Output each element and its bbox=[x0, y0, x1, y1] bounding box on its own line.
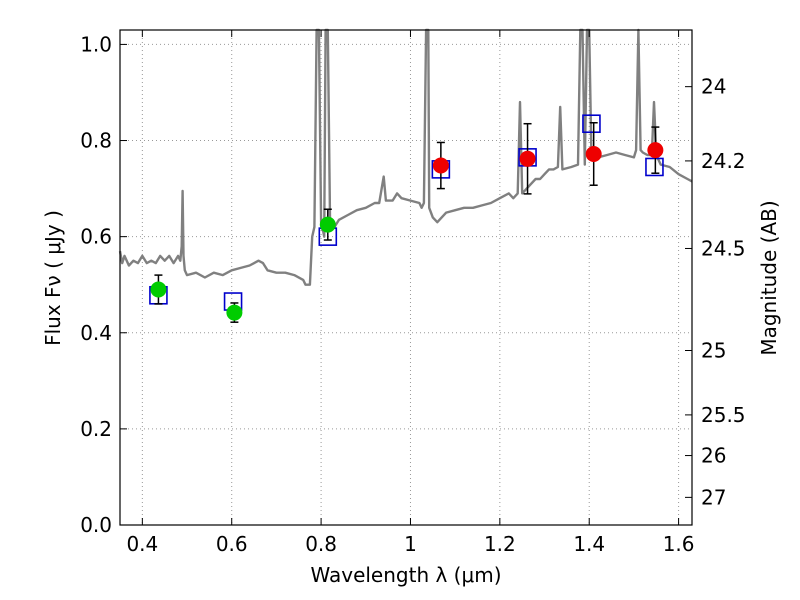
y-axis-label: Flux Fν ( μJy ) bbox=[41, 210, 65, 346]
right-axis-label: Magnitude (AB) bbox=[757, 200, 781, 355]
x-tick-label: 0.8 bbox=[305, 532, 337, 556]
red-data-point bbox=[585, 145, 602, 162]
model-box-marker bbox=[582, 114, 601, 134]
right-tick-label: 24.2 bbox=[701, 149, 746, 173]
x-tick-label: 1 bbox=[404, 532, 417, 556]
observed-photometry bbox=[150, 142, 664, 321]
right-tick-label: 25.5 bbox=[701, 403, 746, 427]
right-tick-label: 25 bbox=[701, 339, 726, 363]
y-tick-label: 0.4 bbox=[80, 321, 112, 345]
green-data-point bbox=[226, 304, 243, 321]
y-tick-label: 1.0 bbox=[80, 32, 112, 56]
red-data-point bbox=[519, 150, 536, 167]
green-data-point bbox=[150, 281, 167, 298]
right-tick-label: 24 bbox=[701, 75, 726, 99]
x-axis-label: Wavelength λ (μm) bbox=[310, 563, 501, 587]
y-tick-label: 0.2 bbox=[80, 417, 112, 441]
x-tick-label: 1.4 bbox=[573, 532, 605, 556]
x-tick-label: 1.6 bbox=[663, 532, 695, 556]
x-tick-label: 0.6 bbox=[216, 532, 248, 556]
y-tick-label: 0.8 bbox=[80, 129, 112, 153]
y-tick-label: 0.6 bbox=[80, 225, 112, 249]
model-box-marker bbox=[645, 157, 664, 177]
right-tick-label: 24.5 bbox=[701, 236, 746, 260]
y-tick-label: 0.0 bbox=[80, 513, 112, 537]
right-tick-label: 26 bbox=[701, 444, 726, 468]
plot-frame bbox=[119, 29, 693, 526]
right-tick-label: 27 bbox=[701, 485, 726, 509]
axis-ticks: 0.4 0.6 0.8 1 1.2 1.4 1.6 0.0 0.2 0.4 0.6 0.8 1.0 24 2… bbox=[80, 30, 746, 556]
x-tick-label: 1.2 bbox=[484, 532, 516, 556]
green-data-point bbox=[319, 216, 336, 233]
x-tick-label: 0.4 bbox=[126, 532, 158, 556]
red-data-point bbox=[432, 157, 449, 174]
red-data-point bbox=[647, 142, 664, 159]
